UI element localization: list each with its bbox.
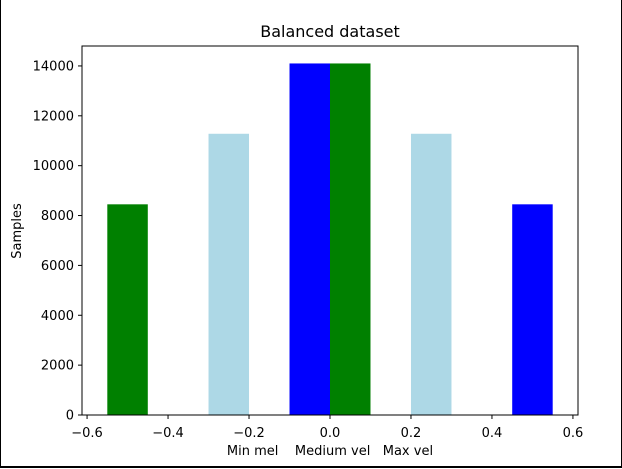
- y-tick-label-1: 2000: [41, 359, 74, 374]
- x-tick-label-3: 0.0: [320, 426, 341, 441]
- y-tick-label-0: 0: [66, 409, 74, 424]
- bar-5: [512, 204, 553, 415]
- y-ticks-group: 0 2000 4000 6000 8000 10000 12000 14000: [33, 59, 82, 424]
- y-tick-label-6: 12000: [33, 109, 74, 124]
- y-tick-label-3: 6000: [41, 259, 74, 274]
- x-tick-label-6: 0.6: [563, 426, 584, 441]
- x-tick-label-5: 0.4: [482, 426, 503, 441]
- bars-group: [107, 63, 553, 416]
- x-tick-label-0: −0.6: [71, 426, 103, 441]
- y-axis-label: Samples: [10, 203, 25, 259]
- x-ticks-group: −0.6 −0.4 −0.2 0.0 0.2 0.4 0.6: [71, 415, 583, 441]
- bar-4: [410, 133, 452, 416]
- x-tick-label-1: −0.4: [152, 426, 184, 441]
- x-tick-label-4: 0.2: [401, 426, 422, 441]
- category-labels-text: Min mel Medium vel Max vel: [227, 444, 433, 459]
- y-tick-label-2: 4000: [41, 309, 74, 324]
- chart-title: Balanced dataset: [260, 22, 400, 41]
- y-tick-label-7: 14000: [33, 59, 74, 74]
- bar-3: [330, 63, 371, 416]
- y-tick-label-5: 10000: [33, 159, 74, 174]
- bar-0: [107, 204, 148, 415]
- y-tick-label-4: 8000: [41, 209, 74, 224]
- plot-area-border: [81, 45, 579, 416]
- x-tick-label-2: −0.2: [233, 426, 265, 441]
- bar-2: [289, 63, 330, 416]
- bar-1: [208, 133, 250, 416]
